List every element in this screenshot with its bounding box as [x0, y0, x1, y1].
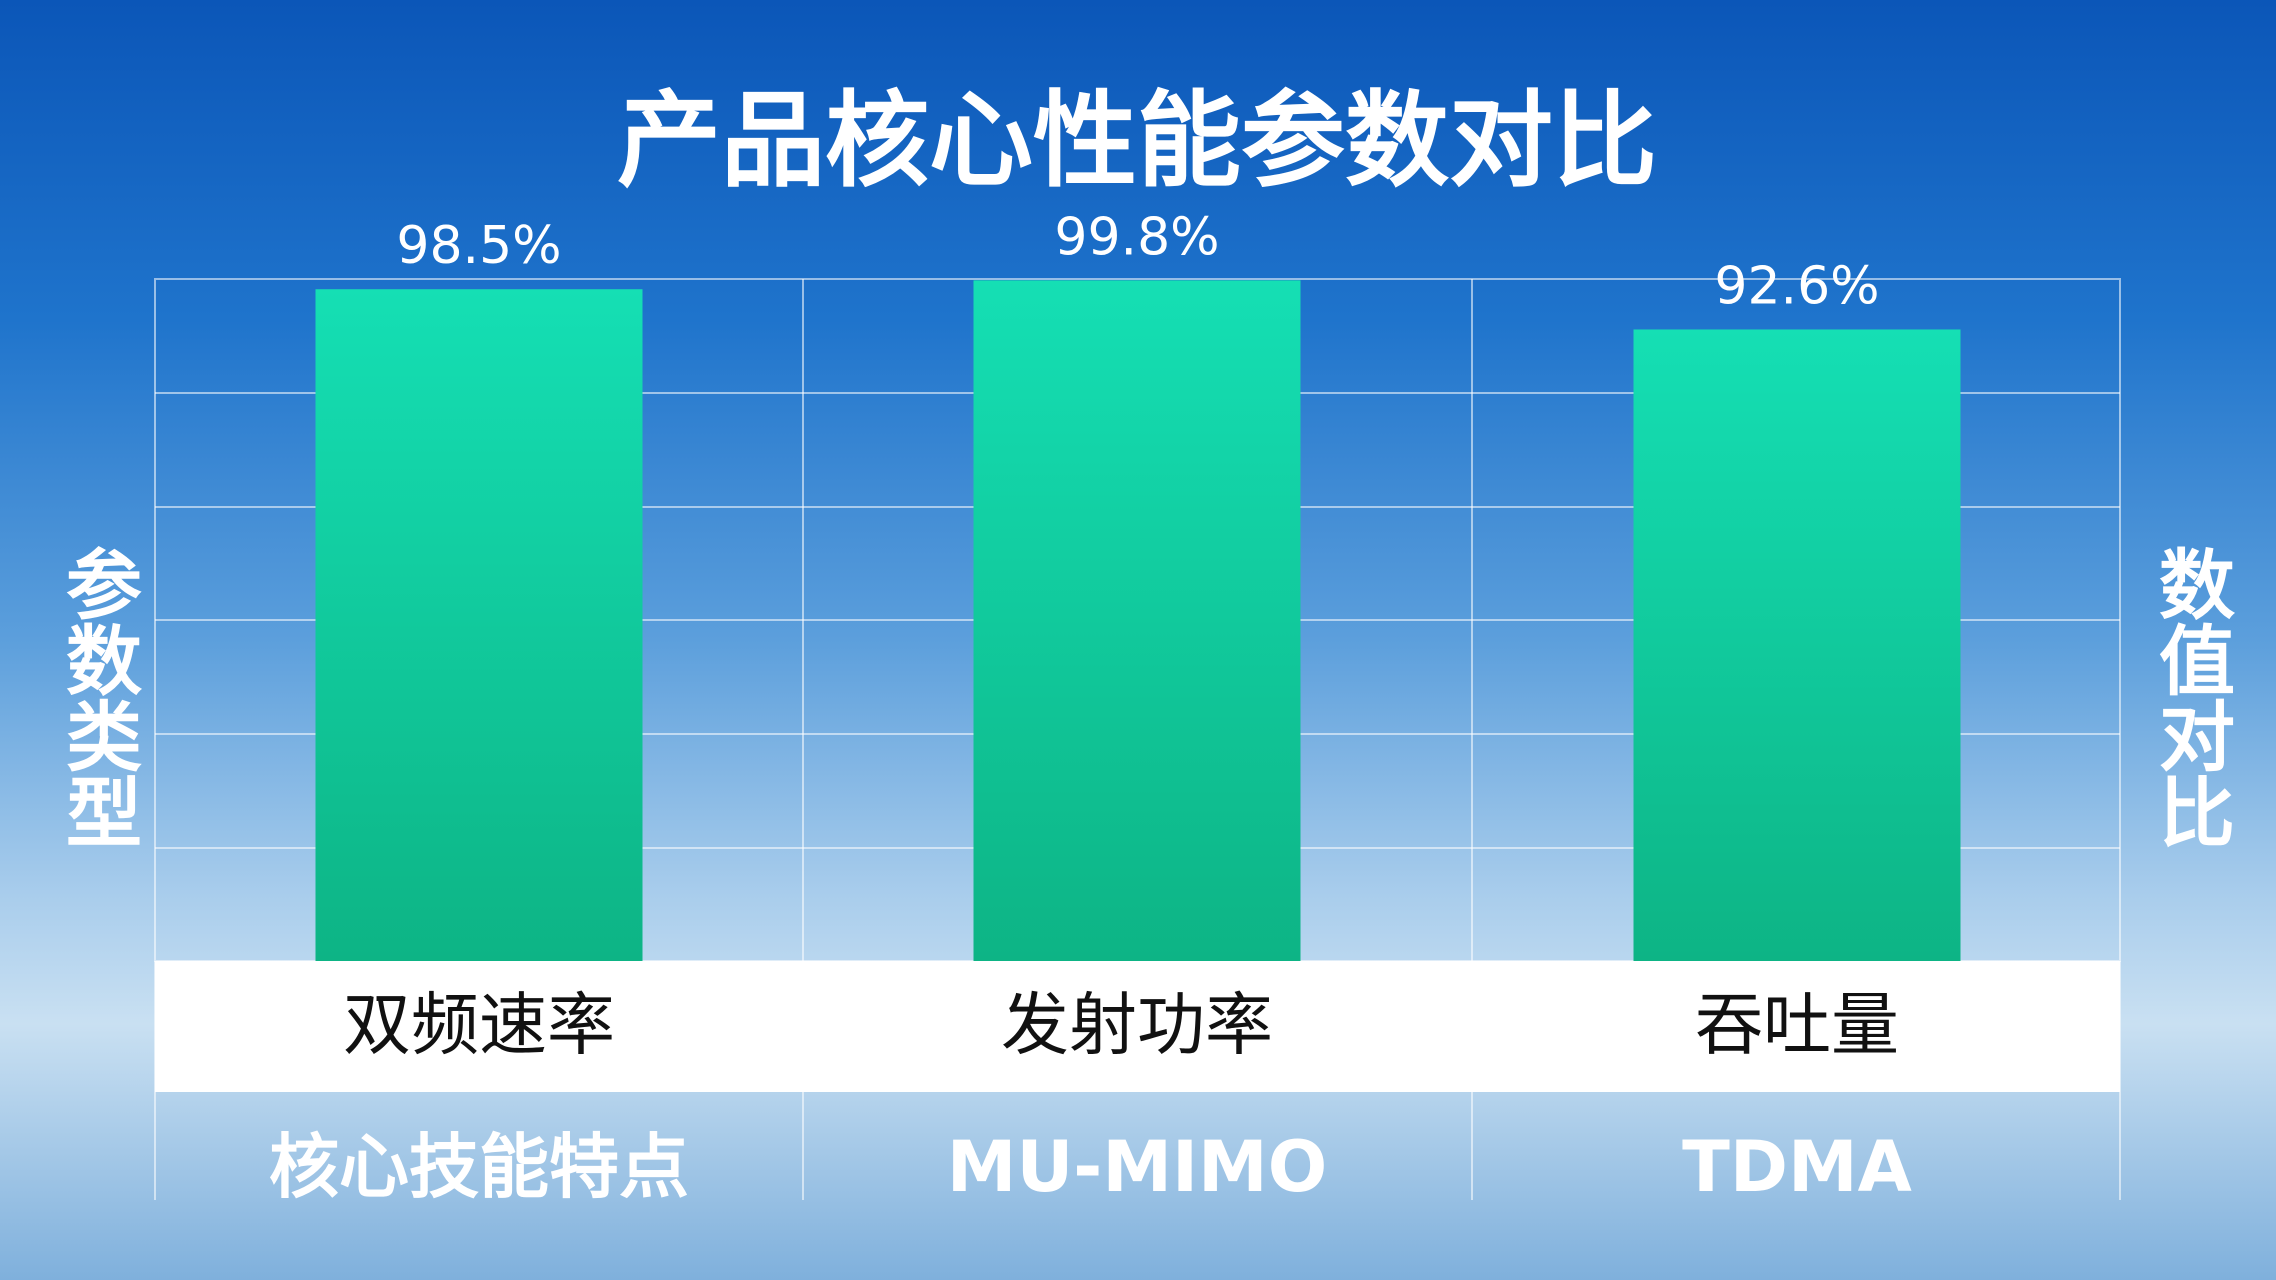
x-tick-label: 发射功率 [1001, 987, 1273, 1066]
x-tick-label: 吞吐量 [1695, 987, 1899, 1066]
category-row [155, 961, 2120, 1092]
x-tick-label: 双频速率 [343, 987, 615, 1066]
chart-title: 产品核心性能参数对比 [617, 79, 1657, 201]
value-label: 99.8% [1054, 207, 1219, 267]
y2-axis-label: 数值对比 [2146, 545, 2235, 849]
bar [1633, 329, 1961, 961]
bar [973, 280, 1301, 961]
bar [315, 289, 643, 962]
footer-label: TDMA [1682, 1126, 1912, 1208]
y-axis-label: 参数类型 [53, 545, 142, 849]
value-label: 98.5% [396, 216, 561, 276]
footer-label: 核心技能特点 [269, 1126, 689, 1208]
footer-label: MU-MIMO [947, 1126, 1327, 1208]
value-label: 92.6% [1714, 256, 1879, 316]
